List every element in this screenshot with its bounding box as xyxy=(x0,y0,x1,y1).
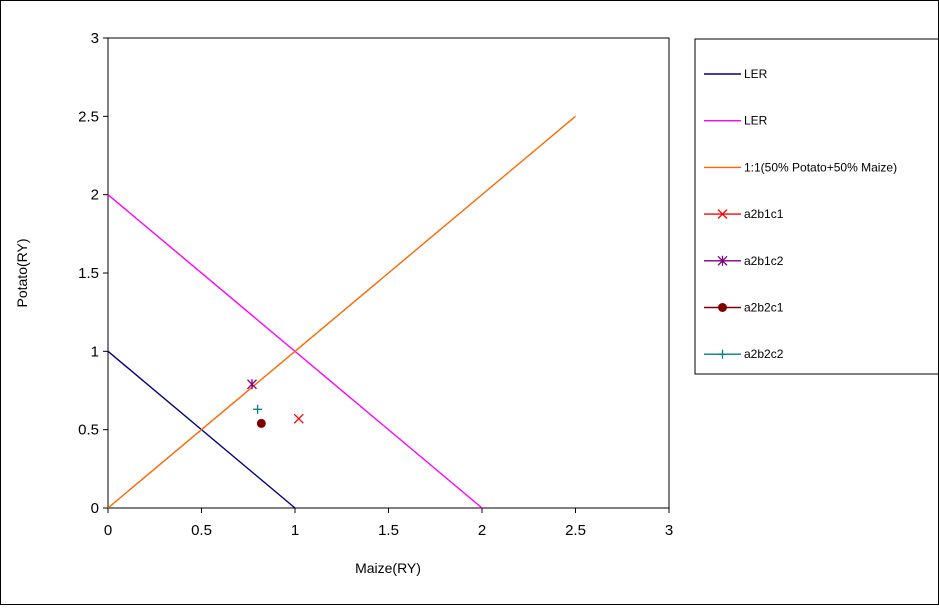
legend-marker-3 xyxy=(717,209,728,220)
y-tick-label-3: 1.5 xyxy=(78,265,99,282)
x-tick-label-4: 2 xyxy=(478,522,486,539)
x-tick-label-2: 1 xyxy=(291,522,299,539)
y-tick-label-1: 0.5 xyxy=(78,422,99,439)
legend-box xyxy=(694,38,939,375)
legend-label-5: a2b2c1 xyxy=(744,301,784,315)
x-tick-label-1: 0.5 xyxy=(191,522,212,539)
legend-label-6: a2b2c2 xyxy=(744,347,784,361)
legend-label-0: LER xyxy=(744,67,768,81)
x-tick-label-6: 3 xyxy=(665,522,673,539)
legend-item-4: a2b1c2 xyxy=(704,254,784,268)
data-point-a2b1c1-0 xyxy=(293,413,304,424)
data-point-a2b2c2-0 xyxy=(253,404,263,414)
y-ticks: 0 0.5 1 1.5 2 2.5 3 xyxy=(78,30,108,517)
y-axis-title: Potato(RY) xyxy=(14,239,30,308)
legend-label-2: 1:1(50% Potato+50% Maize) xyxy=(744,160,897,174)
legend-marker-6 xyxy=(718,349,727,359)
legend-item-2: 1:1(50% Potato+50% Maize) xyxy=(704,160,897,174)
legend-label-1: LER xyxy=(744,114,768,128)
x-tick-label-0: 0 xyxy=(104,522,112,539)
legend-item-5: a2b2c1 xyxy=(704,301,784,315)
legend-marker-4 xyxy=(717,255,728,266)
series-line-2 xyxy=(107,115,576,509)
y-tick-label-5: 2.5 xyxy=(78,108,99,125)
legend-item-1: LER xyxy=(704,114,768,128)
legend-item-0: LER xyxy=(704,67,768,81)
y-tick-label-6: 3 xyxy=(91,30,99,47)
legend-label-3: a2b1c1 xyxy=(744,207,784,221)
legend-marker-5 xyxy=(718,303,727,312)
y-tick-label-2: 1 xyxy=(91,343,99,360)
legend-items: LER LER 1:1(50% Potato+50% Maize) a2b1c1 a2b… xyxy=(704,67,897,361)
legend-item-3: a2b1c1 xyxy=(704,207,784,221)
data-point-a2b1c2-0 xyxy=(247,379,257,390)
x-ticks: 0 0.5 1 1.5 2 2.5 3 xyxy=(104,508,673,539)
x-axis-title: Maize(RY) xyxy=(355,560,421,576)
y-tick-label-0: 0 xyxy=(91,500,99,517)
legend-item-6: a2b2c2 xyxy=(704,347,784,361)
legend-label-4: a2b1c2 xyxy=(744,254,784,268)
data-point-a2b2c1-0 xyxy=(256,418,266,428)
y-tick-label-4: 2 xyxy=(91,187,99,204)
x-tick-label-3: 1.5 xyxy=(378,522,399,539)
legend: LER LER 1:1(50% Potato+50% Maize) a2b1c1 a2b… xyxy=(694,38,939,375)
x-tick-label-5: 2.5 xyxy=(565,522,586,539)
series-layer xyxy=(107,115,576,509)
